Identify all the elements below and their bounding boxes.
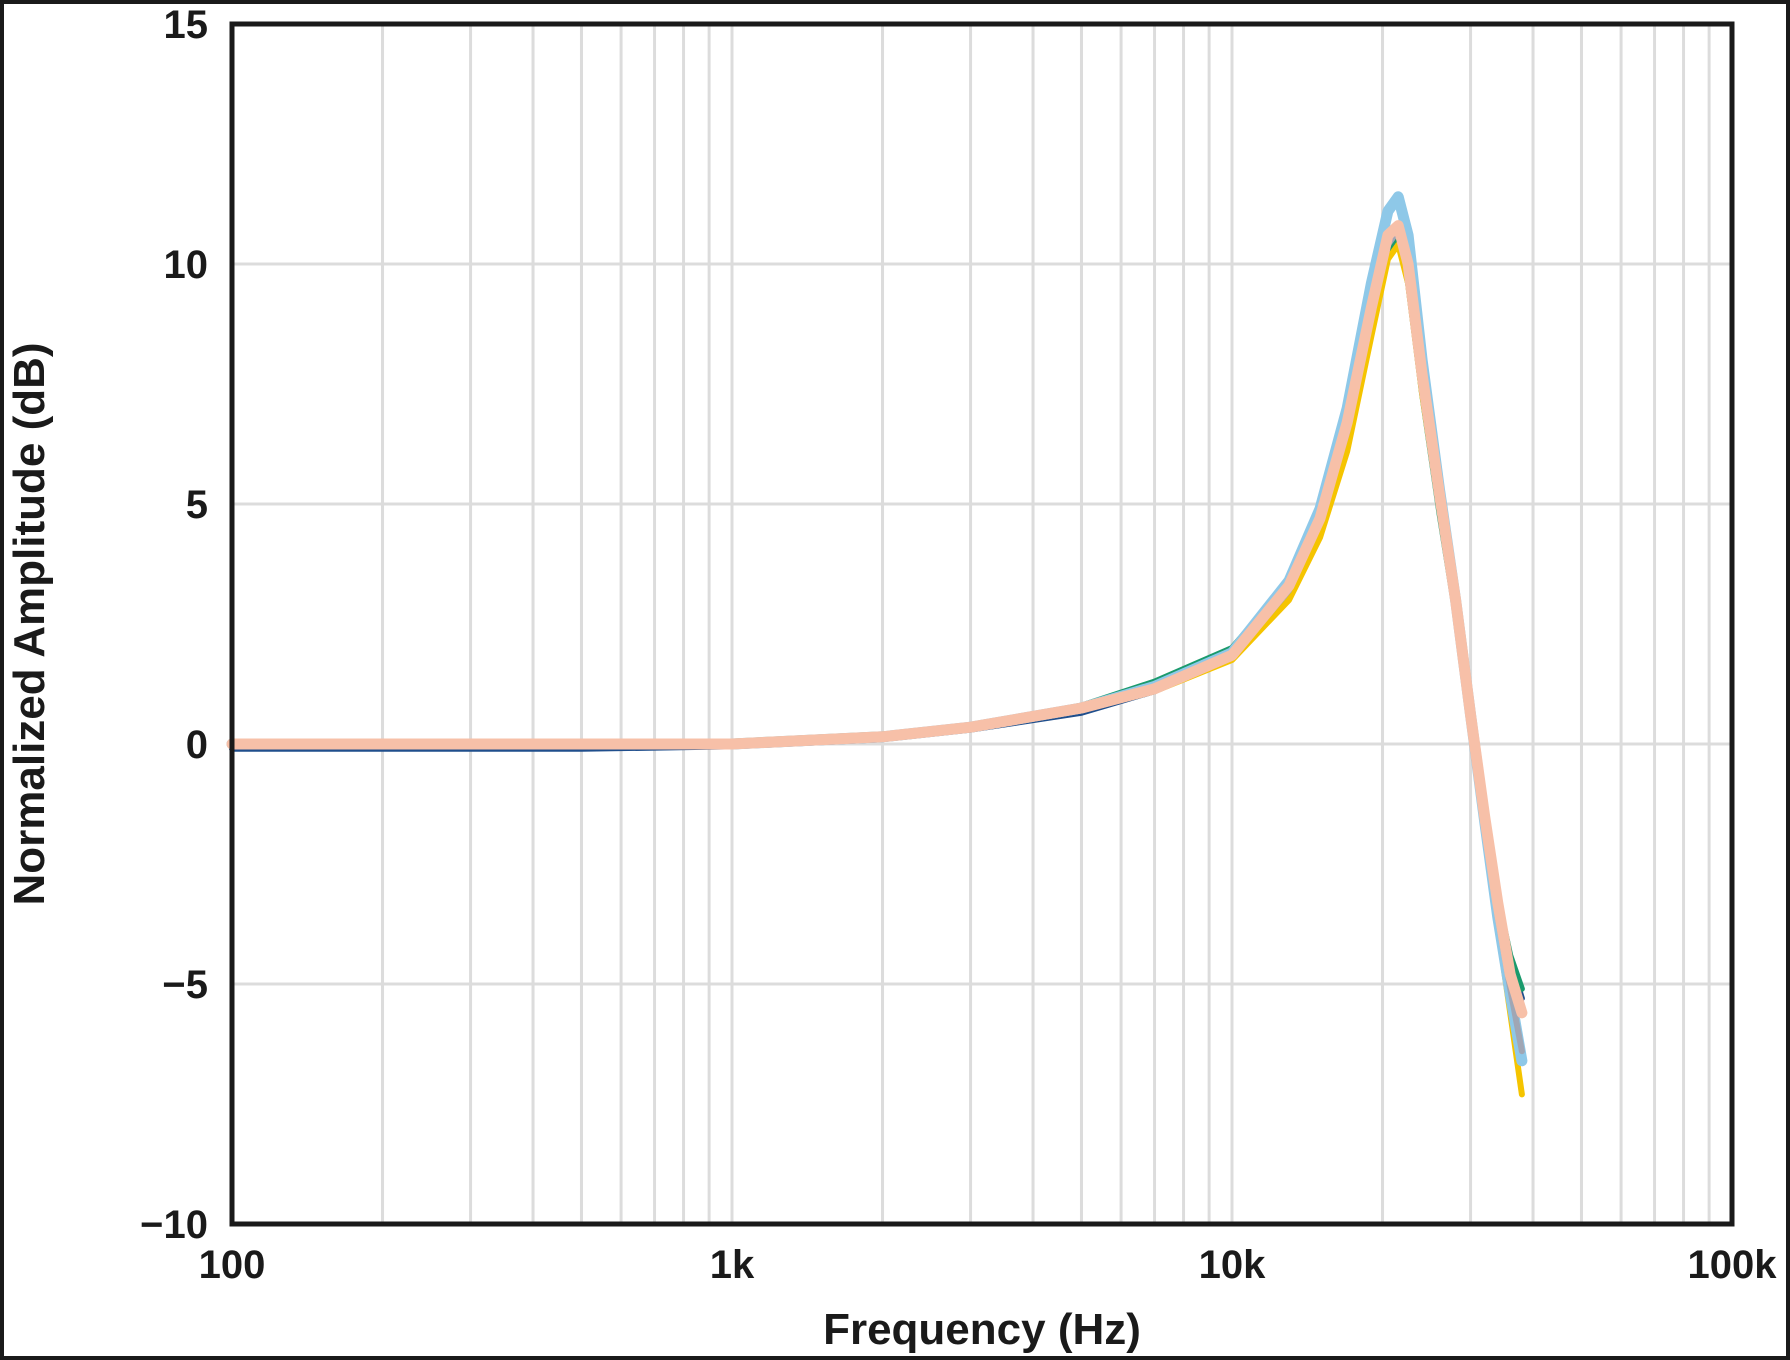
series-lines	[226, 191, 1528, 1098]
x-tick-label: 10k	[1199, 1243, 1266, 1287]
x-tick-label: 100	[199, 1243, 266, 1287]
y-tick-labels: 15 10 5 0 −5 −10	[140, 3, 208, 1247]
y-tick-label: 10	[164, 243, 209, 287]
plot-border	[229, 21, 1735, 1227]
grid	[230, 22, 1734, 1226]
y-axis-label: Normalized Amplitude (dB)	[5, 342, 54, 905]
y-tick-label: 0	[186, 723, 208, 767]
x-tick-label: 100k	[1688, 1243, 1778, 1287]
y-tick-label: 5	[186, 483, 208, 527]
x-tick-labels: 100 1k 10k 100k	[199, 1243, 1778, 1287]
y-tick-label: −10	[140, 1203, 208, 1247]
series-line-4	[226, 191, 1528, 1067]
y-tick-label: 15	[164, 3, 209, 47]
series-line-2	[229, 237, 1525, 992]
series-line-5	[229, 227, 1525, 1055]
x-axis-label: Frequency (Hz)	[823, 1305, 1141, 1354]
series-line-6	[226, 220, 1528, 1019]
x-tick-label: 1k	[710, 1243, 755, 1287]
series-line-1	[229, 232, 1525, 1002]
series-line-3	[229, 241, 1525, 1098]
y-tick-label: −5	[162, 963, 208, 1007]
